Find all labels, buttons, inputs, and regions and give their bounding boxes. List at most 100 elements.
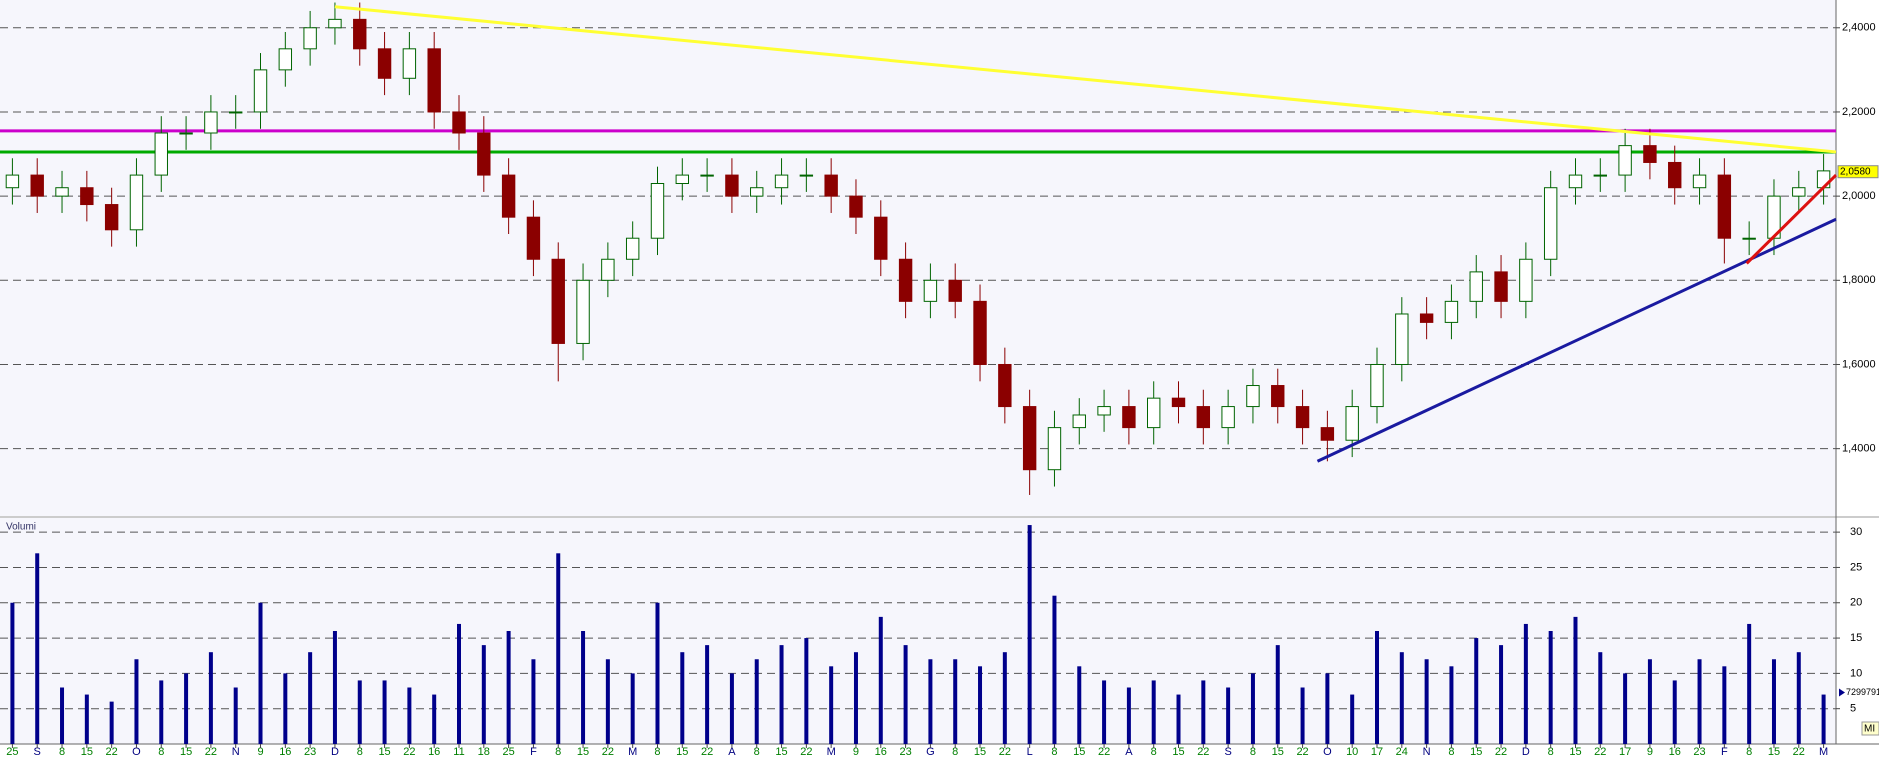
volume-unit: MI: [1864, 724, 1875, 735]
volume-bar: [1250, 673, 1255, 744]
volume-title: Volumi: [6, 522, 36, 533]
candle-body: [1444, 300, 1459, 323]
x-tick-label: 8: [1448, 746, 1454, 758]
candle-body: [1047, 427, 1062, 471]
price-panel: [0, 0, 1836, 516]
candle-body: [1543, 187, 1558, 260]
y-tick-label: 2,0000: [1842, 190, 1876, 202]
volume-bar: [60, 687, 65, 744]
x-tick-label: 25: [502, 746, 514, 758]
x-tick-label: 22: [1197, 746, 1209, 758]
candle-body: [1345, 406, 1359, 441]
volume-bar: [605, 659, 610, 744]
y-tick-label: 25: [1850, 561, 1862, 573]
volume-bar: [729, 673, 734, 744]
y-tick-label: 2,4000: [1842, 22, 1876, 34]
volume-bar: [1027, 525, 1032, 744]
volume-bar: [1796, 652, 1801, 744]
volume-bar: [630, 673, 635, 744]
x-tick-label: 15: [775, 746, 787, 758]
candle-body: [1593, 174, 1608, 177]
candle-body: [1320, 427, 1335, 441]
volume-bar: [432, 694, 437, 744]
x-tick-label: O: [1323, 746, 1332, 758]
x-tick-label: 22: [403, 746, 415, 758]
candle-body: [229, 111, 243, 114]
candle-body: [303, 27, 317, 50]
candle-body: [154, 132, 168, 176]
x-tick-label: 15: [1172, 746, 1184, 758]
volume-bar: [35, 553, 40, 744]
candle-body: [576, 279, 590, 344]
y-tick-label: 5: [1850, 703, 1856, 715]
volume-bar: [109, 701, 114, 744]
y-tick-label: 30: [1850, 526, 1862, 538]
y-tick-label: 2,2000: [1842, 106, 1876, 118]
x-tick-label: 10: [1346, 746, 1358, 758]
volume-bar: [556, 553, 561, 744]
y-tick-label: 15: [1850, 632, 1862, 644]
candle-body: [278, 48, 293, 71]
candle-body: [799, 174, 814, 177]
candle-body: [1519, 258, 1533, 302]
candle-body: [923, 279, 938, 302]
x-tick-label: A: [728, 746, 736, 758]
candle-body: [1271, 385, 1285, 408]
y-tick-label: 1,4000: [1842, 443, 1876, 455]
candle-body: [1246, 385, 1260, 408]
candle-body: [1147, 397, 1161, 429]
volume-bar: [531, 659, 536, 744]
candle-body: [204, 111, 218, 134]
candle-body: [1370, 363, 1384, 408]
candle-body: [501, 174, 516, 218]
last-price-box: [1837, 165, 1879, 179]
candle-body: [774, 174, 789, 189]
x-tick-label: 8: [952, 746, 958, 758]
x-tick-label: S: [1224, 746, 1231, 758]
volume-bar: [407, 687, 412, 744]
volume-bar: [754, 659, 759, 744]
x-tick-label: 17: [1371, 746, 1383, 758]
x-tick-label: 8: [59, 746, 65, 758]
volume-bar: [928, 659, 933, 744]
volume-bar: [1499, 645, 1504, 744]
candle-body: [675, 174, 690, 185]
volume-bar: [357, 680, 362, 744]
x-tick-label: 8: [1746, 746, 1752, 758]
x-tick-label: 11: [453, 746, 464, 758]
x-tick-label: 15: [81, 746, 93, 758]
volume-bar: [1821, 694, 1826, 744]
volume-bar: [1226, 687, 1231, 744]
candle-body: [55, 187, 69, 197]
volume-bar: [1747, 623, 1752, 744]
volume-bar: [1697, 659, 1702, 744]
volume-bar: [10, 602, 15, 744]
x-tick-label: 16: [1669, 746, 1681, 758]
x-tick-label: 9: [853, 746, 859, 758]
y-tick-label: 20: [1850, 597, 1862, 609]
volume-bar: [705, 645, 710, 744]
x-tick-label: 22: [602, 746, 614, 758]
candle-body: [824, 174, 838, 197]
volume-bar: [953, 659, 958, 744]
x-tick-label: 22: [1296, 746, 1308, 758]
x-tick-label: 8: [1548, 746, 1554, 758]
y-tick-label: 10: [1850, 667, 1862, 679]
x-tick-label: 15: [577, 746, 589, 758]
volume-bar: [1325, 673, 1330, 744]
x-tick-label: G: [926, 746, 935, 758]
volume-bar: [1077, 666, 1082, 744]
candle-body: [1171, 397, 1186, 408]
candle-body: [104, 204, 119, 231]
x-tick-label: 15: [1272, 746, 1284, 758]
volume-bar: [1722, 666, 1727, 744]
volume-panel: [0, 518, 1836, 744]
x-tick-label: 15: [1073, 746, 1085, 758]
volume-bar: [779, 645, 784, 744]
candle-body: [402, 48, 417, 79]
candle-body: [650, 183, 665, 239]
volume-bar: [853, 652, 858, 744]
volume-bar: [1474, 638, 1479, 744]
volume-bar: [457, 623, 461, 744]
